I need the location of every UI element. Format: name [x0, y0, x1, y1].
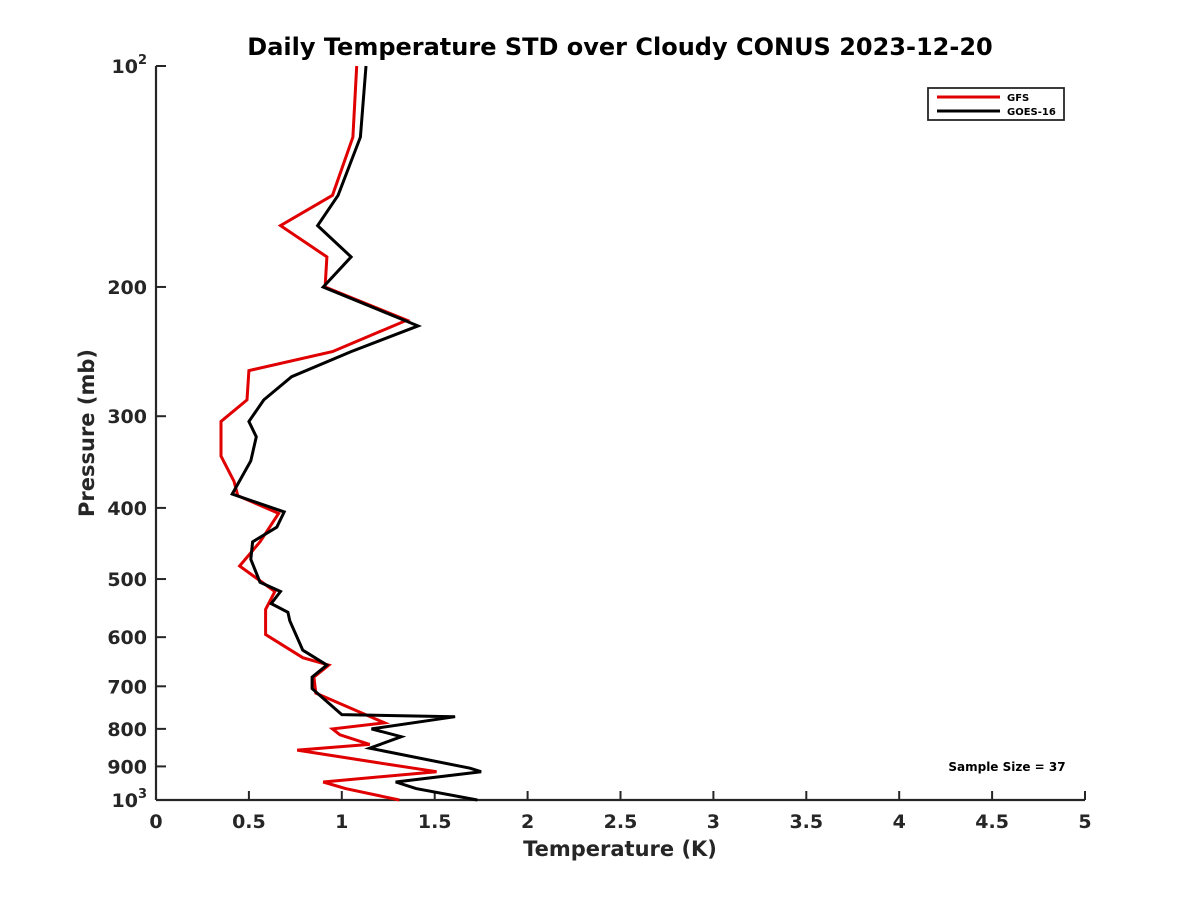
x-axis-ticks: 0 0.5 1 1.5 2 2.5 3 3.5 4 4.5 5 [149, 791, 1092, 833]
x-tick-label: 4 [893, 811, 906, 833]
y-tick-label: 500 [107, 569, 147, 591]
legend-label: GOES-16 [1007, 107, 1056, 118]
legend-label: GFS [1007, 93, 1029, 104]
x-tick-label: 2.5 [604, 811, 638, 833]
x-tick-label: 0 [149, 811, 162, 833]
sample-size-annotation: Sample Size = 37 [948, 760, 1065, 774]
y-tick-label: 102 [112, 53, 148, 78]
x-tick-label: 0.5 [232, 811, 266, 833]
series-layer [219, 65, 482, 802]
x-tick-label: 3 [707, 811, 720, 833]
chart-title: Daily Temperature STD over Cloudy CONUS … [247, 33, 992, 61]
x-tick-label: 1 [335, 811, 348, 833]
y-tick-label: 800 [107, 719, 147, 741]
y-tick-label: 103 [112, 787, 148, 812]
y-tick-label: 300 [107, 406, 147, 428]
y-tick-label: 900 [107, 756, 147, 778]
x-tick-label: 3.5 [789, 811, 823, 833]
y-axis-label: Pressure (mb) [75, 349, 99, 517]
y-axis-ticks: 102 200 300 400 500 600 700 800 900 103 [107, 53, 166, 812]
series-line-goes-16 [230, 65, 482, 802]
legend: GFS GOES-16 [927, 87, 1065, 121]
y-tick-label: 700 [107, 676, 147, 698]
legend-box [927, 87, 1065, 121]
x-axis-label: Temperature (K) [523, 837, 717, 861]
y-tick-label: 400 [107, 498, 147, 520]
y-tick-label: 600 [107, 627, 147, 649]
y-tick-label: 200 [107, 277, 147, 299]
x-tick-label: 5 [1078, 811, 1091, 833]
x-tick-label: 2 [521, 811, 534, 833]
x-tick-label: 1.5 [418, 811, 452, 833]
x-tick-label: 4.5 [975, 811, 1009, 833]
